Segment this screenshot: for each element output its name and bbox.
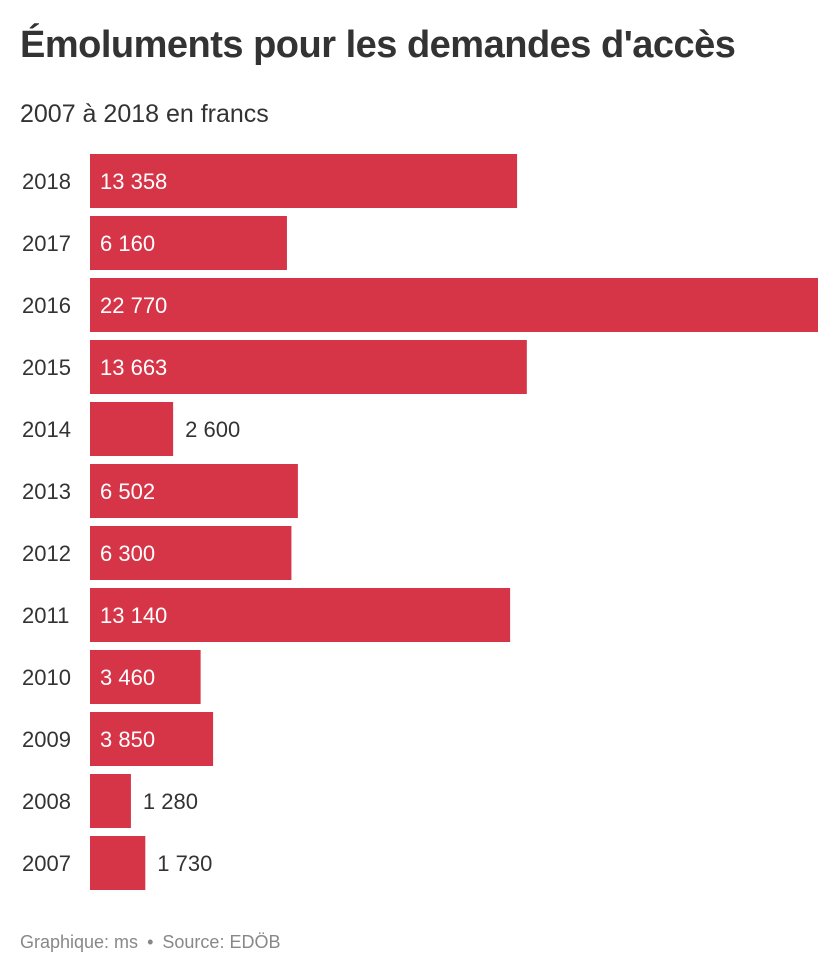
value-label-2017: 6 160 — [100, 231, 155, 256]
value-label-2012: 6 300 — [100, 541, 155, 566]
category-label-2010: 2010 — [22, 665, 71, 690]
category-label-2008: 2008 — [22, 789, 71, 814]
category-label-2007: 2007 — [22, 851, 71, 876]
bar-2017 — [90, 216, 287, 270]
bar-2007 — [90, 836, 146, 890]
category-label-2011: 2011 — [22, 603, 69, 628]
bar-2016 — [90, 278, 818, 332]
chart-subtitle: 2007 à 2018 en francs — [20, 100, 269, 128]
bar-2009 — [90, 712, 214, 766]
value-label-2016: 22 770 — [100, 293, 167, 318]
value-label-2011: 13 140 — [100, 603, 167, 628]
value-label-2007: 1 730 — [157, 851, 212, 876]
value-label-2018: 13 358 — [100, 169, 167, 194]
bar-2015 — [90, 340, 527, 394]
bar-2008 — [90, 774, 131, 828]
footer-credit: Graphique: ms — [20, 932, 139, 952]
bar-2011 — [90, 588, 511, 642]
value-label-2010: 3 460 — [100, 665, 155, 690]
category-label-2015: 2015 — [22, 355, 71, 380]
value-label-2014: 2 600 — [185, 417, 240, 442]
value-label-2009: 3 850 — [100, 727, 155, 752]
bar-2010 — [90, 650, 201, 704]
footer: Graphique: ms • Source: EDÖB — [20, 932, 280, 953]
bar-2018 — [90, 154, 518, 208]
bar-2014 — [90, 402, 174, 456]
value-label-2015: 13 663 — [100, 355, 167, 380]
bar-2012 — [90, 526, 292, 580]
category-label-2013: 2013 — [22, 479, 71, 504]
bar-2013 — [90, 464, 298, 518]
category-label-2012: 2012 — [22, 541, 71, 566]
footer-separator: • — [147, 932, 154, 952]
value-label-2008: 1 280 — [143, 789, 198, 814]
category-label-2018: 2018 — [22, 169, 71, 194]
category-label-2014: 2014 — [22, 417, 71, 442]
category-label-2016: 2016 — [22, 293, 71, 318]
footer-source: Source: EDÖB — [162, 932, 281, 952]
chart-title: Émoluments pour les demandes d'accès — [20, 24, 736, 66]
category-label-2017: 2017 — [22, 231, 71, 256]
value-label-2013: 6 502 — [100, 479, 155, 504]
category-label-2009: 2009 — [22, 727, 71, 752]
